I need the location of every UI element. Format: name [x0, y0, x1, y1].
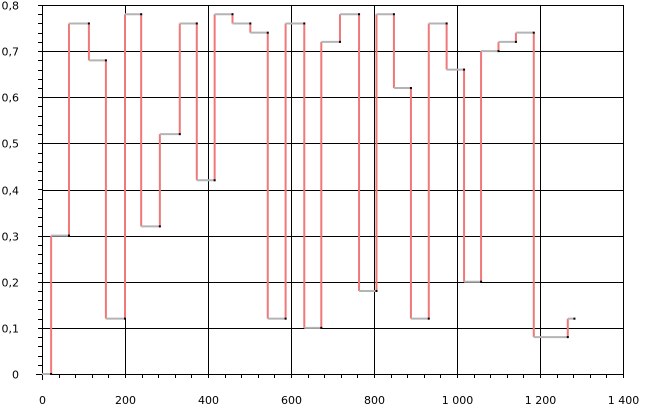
data-point — [67, 234, 70, 237]
data-point — [158, 225, 161, 228]
data-point — [427, 317, 430, 320]
data-point — [392, 13, 395, 16]
x-tick-label: 400 — [198, 394, 219, 407]
x-tick-label: 1 000 — [442, 394, 474, 407]
data-point — [497, 50, 500, 53]
data-point — [124, 317, 126, 320]
x-tick-label: 600 — [281, 394, 302, 407]
data-point — [213, 179, 216, 182]
data-point — [409, 87, 412, 90]
data-point — [375, 289, 378, 292]
y-tick-label: 0,5 — [2, 138, 20, 151]
data-point — [445, 22, 448, 25]
data-point — [532, 31, 535, 34]
axes-frame — [36, 5, 623, 380]
y-axis-tick-labels: 0 0,1 0,2 0,3 0,4 0,5 0,6 0,7 0,8 — [2, 0, 20, 382]
x-axis-tick-labels: 0 200 400 600 800 1 000 1 200 1 400 — [39, 394, 639, 407]
y-tick-label: 0,7 — [2, 46, 20, 59]
series-step-line — [42, 13, 575, 375]
data-point — [303, 22, 306, 25]
y-tick-label: 0,8 — [2, 0, 20, 13]
data-point — [320, 326, 323, 329]
grid-layer — [42, 5, 624, 375]
data-point — [573, 317, 576, 320]
data-point — [358, 13, 361, 16]
data-point — [50, 373, 53, 375]
data-point — [480, 280, 483, 283]
x-tick-label: 0 — [39, 394, 46, 407]
x-tick-label: 1 400 — [608, 394, 640, 407]
data-point — [231, 13, 234, 16]
data-point — [566, 336, 569, 339]
data-point — [104, 59, 107, 62]
x-tick-label: 800 — [364, 394, 385, 407]
y-tick-label: 0,3 — [2, 231, 20, 244]
data-point — [514, 40, 517, 43]
data-point — [178, 133, 181, 136]
y-tick-label: 0 — [12, 369, 19, 382]
data-point — [338, 40, 341, 43]
data-point — [249, 22, 252, 25]
data-point — [140, 13, 143, 16]
data-point — [87, 22, 90, 25]
x-tick-label: 200 — [115, 394, 136, 407]
x-tick-label: 1 200 — [525, 394, 557, 407]
data-point — [463, 68, 466, 71]
data-points — [50, 13, 576, 375]
y-tick-label: 0,1 — [2, 323, 20, 336]
data-point — [284, 317, 287, 320]
y-tick-label: 0,4 — [2, 185, 20, 198]
data-point — [266, 31, 269, 34]
data-point — [195, 22, 198, 25]
y-tick-label: 0,6 — [2, 92, 20, 105]
y-tick-label: 0,2 — [2, 277, 20, 290]
